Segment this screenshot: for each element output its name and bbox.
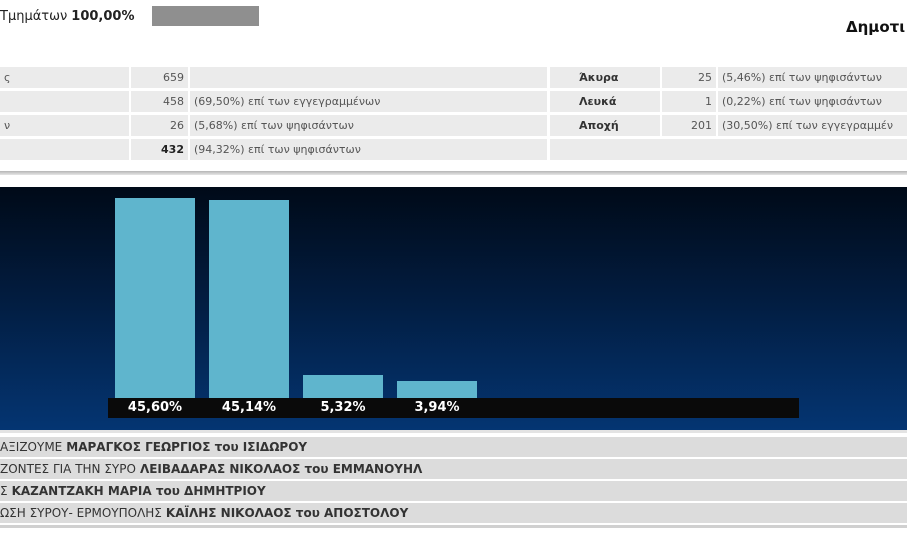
progress-bar-fill [152,6,259,26]
stat-note: (0,22%) επί των ψηφισάντων [718,91,907,112]
candidate-list: ΑΞΙΖΟΥΜΕ ΜΑΡΑΓΚΟΣ ΓΕΩΡΓΙΟΣ του ΙΣΙΔΩΡΟΥ Ζ… [0,437,907,525]
chart-baseline [108,398,799,418]
stat-label [0,139,129,160]
section-divider [0,525,907,528]
candidate-party: ΑΞΙΖΟΥΜΕ [0,440,63,454]
progress-summary: Τμημάτων 100,00% [0,5,134,27]
candidate-name: ΜΑΡΑΓΚΟΣ ΓΕΩΡΓΙΟΣ του ΙΣΙΔΩΡΟΥ [66,440,308,454]
stat-value: 26 [131,115,188,136]
page-heading: Δημοτι [846,18,906,36]
stat-label: ν [0,115,129,136]
bar-value-label: 45,14% [221,400,277,415]
bar-value-label: 3,94% [414,400,460,415]
candidate-name: ΚΑΪΛΗΣ ΝΙΚΟΛΑΟΣ του ΑΠΟΣΤΟΛΟΥ [165,506,409,520]
chart-bar [303,375,383,398]
stat-label: Αποχή [550,115,660,136]
stat-value: 432 [131,139,188,160]
section-divider [0,430,907,433]
stat-label: Λευκά [550,91,660,112]
stat-value: 659 [131,67,188,88]
candidate-name: ΚΑΖΑΝΤΖΑΚΗ ΜΑΡΙΑ του ΔΗΜΗΤΡΙΟΥ [11,484,266,498]
vote-stats-table: ς 659 458 (69,50%) επί των εγγεγραμμένων… [0,67,907,162]
stat-label: Άκυρα [550,67,660,88]
stat-note: (5,46%) επί των ψηφισάντων [718,67,907,88]
section-divider [0,171,907,175]
stat-note [190,67,547,88]
progress-percent: 100,00% [71,8,135,24]
results-bar-chart: 45,60% 45,14% 5,32% 3,94% [0,187,907,430]
candidate-party: Σ [0,484,8,498]
candidate-row[interactable]: ΑΞΙΖΟΥΜΕ ΜΑΡΑΓΚΟΣ ΓΕΩΡΓΙΟΣ του ΙΣΙΔΩΡΟΥ [0,437,907,457]
stat-value: 1 [662,91,716,112]
stat-note: (69,50%) επί των εγγεγραμμένων [190,91,547,112]
bar-value-label: 5,32% [320,400,366,415]
stat-label [0,91,129,112]
candidate-row[interactable]: Σ ΚΑΖΑΝΤΖΑΚΗ ΜΑΡΙΑ του ΔΗΜΗΤΡΙΟΥ [0,481,907,501]
candidate-name: ΛΕΙΒΑΔΑΡΑΣ ΝΙΚΟΛΑΟΣ του ΕΜΜΑΝΟΥΗΛ [139,462,423,476]
stat-note: (94,32%) επί των ψηφισάντων [190,139,547,160]
candidate-row[interactable]: ΖΟΝΤΕΣ ΓΙΑ ΤΗΝ ΣΥΡΟ ΛΕΙΒΑΔΑΡΑΣ ΝΙΚΟΛΑΟΣ τ… [0,459,907,479]
stat-value: 201 [662,115,716,136]
bar-value-label: 45,60% [127,400,183,415]
candidate-party: ΖΟΝΤΕΣ ΓΙΑ ΤΗΝ ΣΥΡΟ [0,462,136,476]
progress-label: Τμημάτων [0,8,68,24]
stat-empty-cell [550,139,907,160]
candidate-row[interactable]: ΩΣΗ ΣΥΡΟΥ- ΕΡΜΟΥΠΟΛΗΣ ΚΑΪΛΗΣ ΝΙΚΟΛΑΟΣ του… [0,503,907,523]
candidate-party: ΩΣΗ ΣΥΡΟΥ- ΕΡΜΟΥΠΟΛΗΣ [0,506,162,520]
chart-bar [397,381,477,398]
progress-bar [152,6,259,26]
stat-note: (5,68%) επί των ψηφισάντων [190,115,547,136]
chart-bar [209,200,289,398]
stat-value: 458 [131,91,188,112]
stat-value: 25 [662,67,716,88]
chart-bar [115,198,195,398]
stat-note: (30,50%) επί των εγγεγραμμέν [718,115,907,136]
stat-label: ς [0,67,129,88]
